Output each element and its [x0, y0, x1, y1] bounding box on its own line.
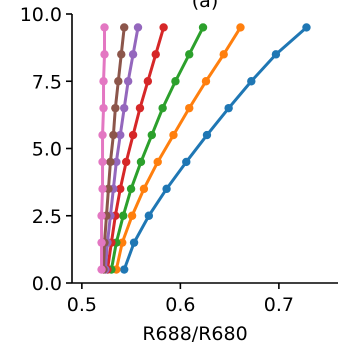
data-point	[201, 77, 211, 86]
series-2	[112, 23, 245, 274]
data-point	[99, 103, 108, 113]
data-point	[100, 50, 109, 59]
x-tick-label: 0.7	[264, 294, 294, 316]
data-point	[185, 50, 194, 59]
series-1	[120, 23, 311, 274]
data-point	[97, 265, 106, 274]
series-7	[97, 23, 109, 274]
y-tick-label: 5.0	[32, 139, 62, 161]
data-point	[112, 157, 121, 167]
data-point	[109, 130, 118, 140]
y-tick-label: 0.0	[32, 273, 62, 295]
data-point	[118, 238, 127, 247]
data-point	[119, 211, 128, 220]
data-point	[98, 157, 107, 167]
data-point	[302, 23, 311, 32]
data-point	[114, 77, 123, 86]
data-point	[97, 238, 106, 247]
data-point	[106, 157, 115, 167]
data-point	[128, 130, 138, 140]
series-line	[114, 26, 242, 270]
data-point	[159, 23, 168, 32]
data-point	[98, 130, 107, 140]
data-point	[271, 50, 281, 59]
x-tick-label: 0.6	[165, 294, 195, 316]
data-point	[185, 103, 194, 113]
series-line	[102, 27, 126, 270]
data-point	[111, 103, 120, 113]
data-point	[120, 23, 129, 32]
data-point	[136, 157, 146, 167]
data-point	[171, 77, 180, 86]
series-5	[101, 23, 143, 274]
data-point	[120, 103, 129, 113]
data-point	[198, 23, 208, 32]
chart-title: (a)	[192, 0, 218, 12]
data-point	[144, 211, 154, 220]
data-point	[117, 50, 126, 59]
data-point	[129, 238, 139, 247]
data-point	[139, 184, 149, 194]
data-point	[162, 184, 171, 194]
chart-title-group: (a)	[192, 0, 218, 12]
data-point	[104, 184, 113, 194]
data-point	[158, 103, 167, 113]
data-point	[133, 23, 143, 32]
data-point	[128, 50, 138, 59]
data-point	[153, 157, 162, 167]
data-point	[97, 211, 106, 220]
data-point	[121, 157, 131, 167]
data-point	[126, 184, 136, 194]
series-3	[107, 23, 208, 274]
data-point	[100, 23, 109, 32]
data-point	[123, 77, 133, 86]
x-axis-label: R688/R680	[142, 323, 247, 345]
data-point	[151, 50, 160, 59]
series-line	[122, 26, 308, 271]
series-line	[100, 27, 107, 270]
data-point	[116, 130, 125, 140]
x-tick-label: 0.5	[67, 294, 97, 316]
data-point	[182, 157, 191, 167]
series-line	[105, 27, 166, 270]
data-point	[135, 103, 145, 113]
y-tick-label: 2.5	[32, 206, 62, 228]
data-point	[98, 184, 107, 194]
data-point	[143, 77, 153, 86]
series-layer	[97, 23, 311, 274]
data-point	[247, 77, 256, 86]
data-point	[224, 103, 233, 113]
ticks-layer: 0.0 2.5 5.0 7.5 10.0 0.5 0.6 0.7	[20, 4, 294, 316]
data-point	[99, 77, 108, 86]
data-point	[219, 50, 228, 59]
data-point	[236, 23, 245, 32]
series-line	[109, 26, 205, 270]
y-tick-label: 7.5	[32, 71, 62, 93]
data-point	[120, 265, 129, 274]
series-line	[104, 27, 140, 270]
data-point	[202, 130, 212, 140]
data-point	[116, 184, 125, 194]
data-point	[127, 211, 137, 220]
data-point	[169, 130, 178, 140]
y-tick-label: 10.0	[20, 4, 62, 26]
data-point	[147, 130, 156, 140]
